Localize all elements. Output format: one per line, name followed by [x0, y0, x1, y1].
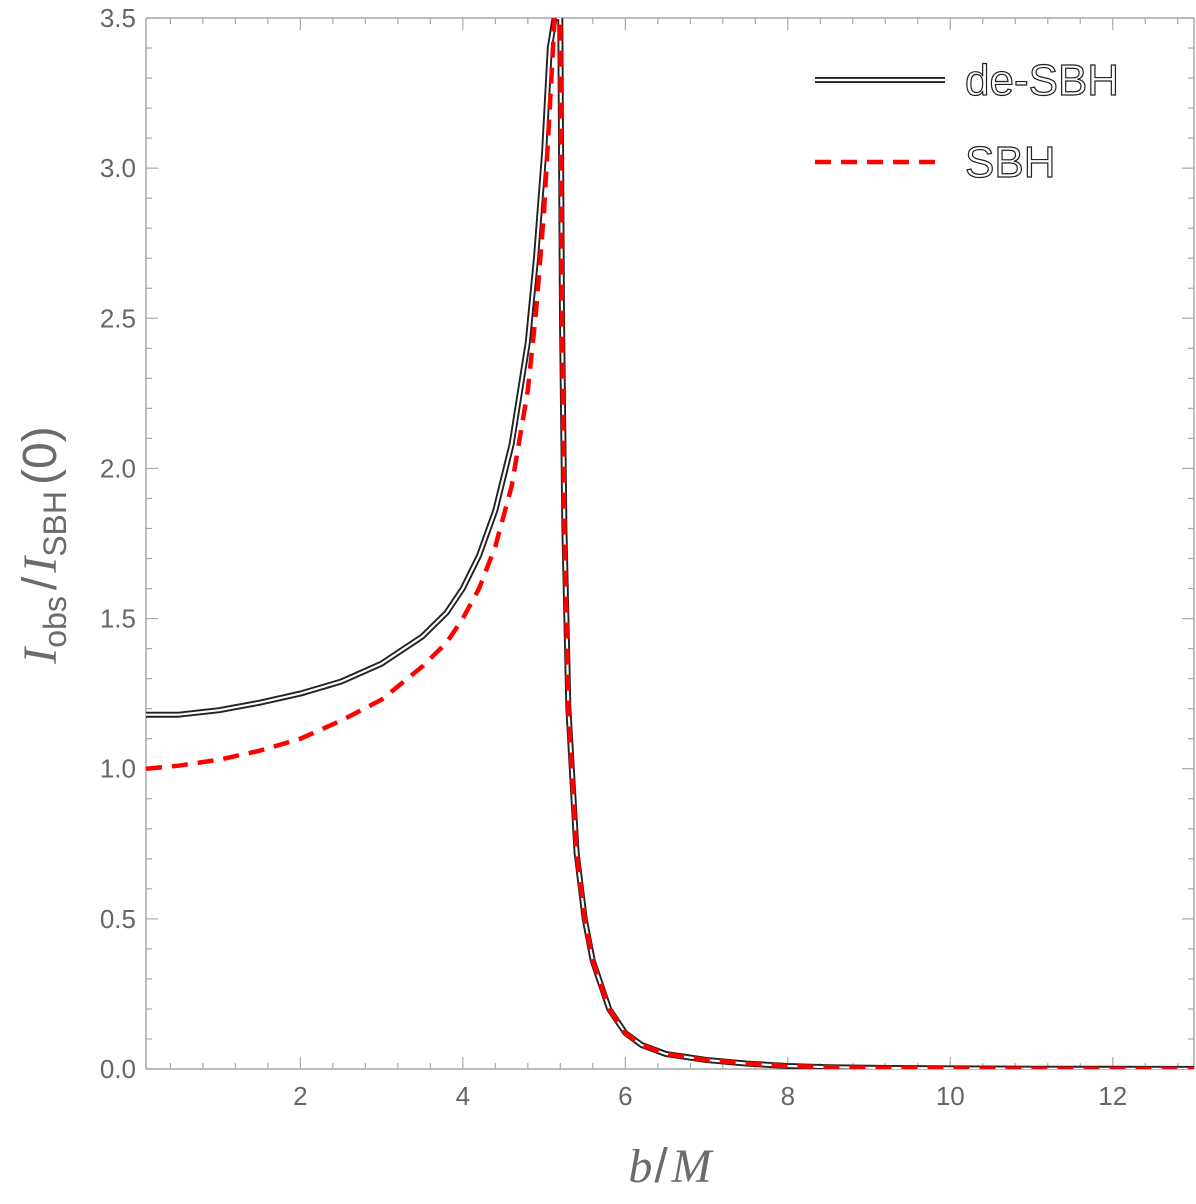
y-label-i2: I [14, 555, 67, 574]
y-tick-label: 3.5 [100, 3, 136, 33]
y-label-sub-sbh: SBH [37, 491, 73, 557]
x-axis-label: b/M [628, 1140, 714, 1193]
y-tick-label: 0.0 [100, 1054, 136, 1084]
axis-labels: b/M Iobs/ISBH(0) [14, 426, 715, 1193]
x-tick-label: 6 [618, 1081, 632, 1111]
x-label-m: M [671, 1140, 715, 1193]
y-label-sub-obs: obs [37, 596, 73, 648]
legend: de-SBH SBH [815, 55, 1120, 188]
y-tick-label: 1.5 [100, 604, 136, 634]
legend-label-de-sbh: de-SBH [965, 56, 1119, 105]
x-tick-label: 10 [936, 1081, 965, 1111]
y-label-tail: (0) [14, 426, 67, 485]
y-tick-label: 1.0 [100, 754, 136, 784]
y-label-slash: / [14, 576, 67, 590]
x-tick-label: 12 [1098, 1081, 1127, 1111]
legend-label-sbh: SBH [965, 138, 1055, 187]
x-label-b: b [628, 1140, 652, 1193]
x-tick-label: 2 [293, 1081, 307, 1111]
series-layer [146, 18, 1194, 1069]
y-tick-label: 3.0 [100, 153, 136, 183]
y-axis-label: Iobs/ISBH(0) [14, 426, 73, 664]
y-label-i1: I [14, 646, 67, 665]
axes: 2 4 6 8 10 12 0.0 0.5 1.0 1.5 2.0 2.5 3.0 3.5 [100, 3, 1195, 1111]
x-tick-label: 4 [456, 1081, 470, 1111]
y-tick-label: 2.0 [100, 453, 136, 483]
y-tick-label: 0.5 [100, 904, 136, 934]
x-tick-label: 8 [781, 1081, 795, 1111]
y-tick-label: 2.5 [100, 303, 136, 333]
series-line-de-sbh-inner [146, 18, 1194, 1069]
series-line-sbh [146, 18, 1194, 1069]
x-label-slash: / [654, 1140, 668, 1193]
